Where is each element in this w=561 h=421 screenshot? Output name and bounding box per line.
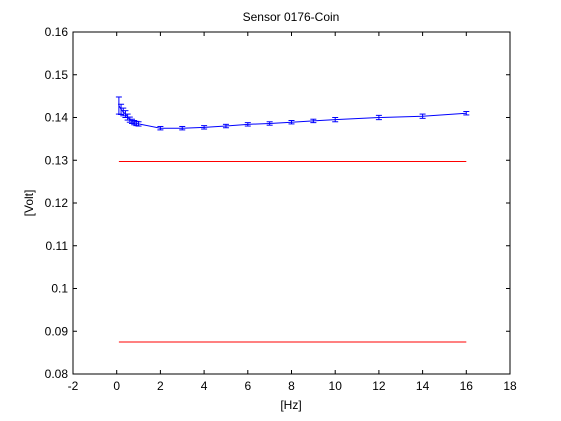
- series-0: [115, 96, 470, 131]
- x-tick-label: 18: [503, 379, 517, 393]
- error-bar: [244, 122, 251, 127]
- x-tick-label: 6: [244, 379, 251, 393]
- axis-ticks: -2 0 2 4 6 8 10 12 14 16 18 0.08 0.09 0.1 0.11 0.12 0.13…: [45, 25, 517, 393]
- plot-area: [72, 31, 511, 375]
- chart-title: Sensor 0176-Coin: [243, 10, 340, 24]
- error-bar: [222, 123, 229, 129]
- y-axis-label: [Volt]: [22, 190, 36, 217]
- x-tick-label: 10: [329, 379, 343, 393]
- y-tick-label: 0.08: [45, 367, 69, 381]
- error-bar: [375, 114, 382, 121]
- error-bar: [419, 113, 426, 119]
- x-tick-label: 16: [460, 379, 474, 393]
- error-bar: [201, 125, 208, 130]
- y-tick-label: 0.12: [45, 196, 69, 210]
- error-bar: [288, 119, 295, 125]
- x-tick-label: 8: [288, 379, 295, 393]
- y-tick-label: 0.16: [45, 25, 69, 39]
- y-tick-label: 0.1: [51, 282, 68, 296]
- error-bar: [157, 125, 164, 131]
- error-bar: [179, 125, 186, 131]
- series-line: [118, 105, 467, 129]
- error-bar: [332, 117, 339, 123]
- x-tick-label: 12: [372, 379, 386, 393]
- x-axis-label: [Hz]: [280, 398, 301, 412]
- error-bar: [463, 111, 470, 116]
- y-tick-label: 0.11: [46, 239, 69, 253]
- y-tick-label: 0.15: [45, 68, 69, 82]
- x-tick-label: 2: [157, 379, 164, 393]
- error-bar: [266, 121, 273, 126]
- error-bar: [310, 118, 317, 124]
- error-bar: [135, 121, 142, 127]
- x-tick-label: 4: [201, 379, 208, 393]
- y-tick-label: 0.14: [45, 111, 69, 125]
- x-tick-label: -2: [68, 379, 79, 393]
- x-tick-label: 14: [416, 379, 430, 393]
- y-tick-label: 0.09: [45, 324, 69, 338]
- series-layer: [115, 96, 470, 343]
- y-tick-label: 0.13: [45, 153, 69, 167]
- x-tick-label: 0: [113, 379, 120, 393]
